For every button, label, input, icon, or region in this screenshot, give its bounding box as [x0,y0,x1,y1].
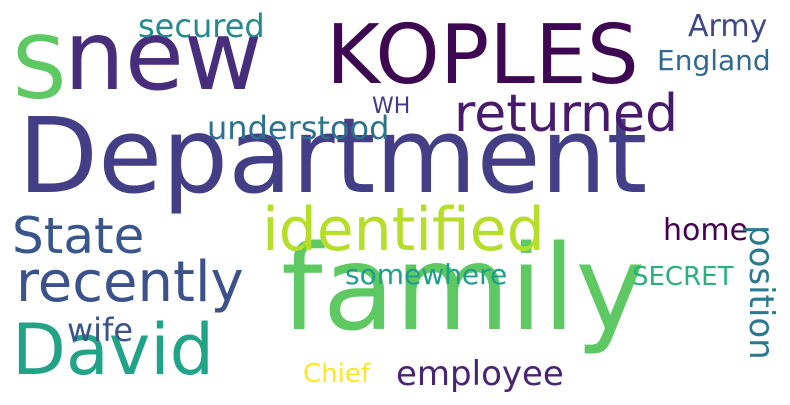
word-family: family [281,219,646,357]
word-wh: WH [372,94,411,119]
word-england: England [657,44,771,77]
word-david: David [12,309,215,391]
word-understood: understood [207,109,390,147]
word-position: position [741,225,781,360]
word-s: S [12,19,67,119]
word-new: new [64,0,263,112]
word-secret: SECRET [632,262,734,292]
word-employee: employee [396,354,564,394]
word-secured: secured [138,7,265,45]
word-wife: wife [67,311,134,349]
word-home: home [663,213,749,248]
word-recently: recently [16,250,244,315]
word-army: Army [688,9,768,44]
word-somewhere: somewhere [345,258,508,291]
word-koples: KOPLES [326,8,639,103]
word-department: Department [18,95,648,217]
word-state: State [12,207,145,265]
word-identified: identified [262,195,545,265]
word-returned: returned [454,84,678,144]
word-chief: Chief [303,359,371,389]
